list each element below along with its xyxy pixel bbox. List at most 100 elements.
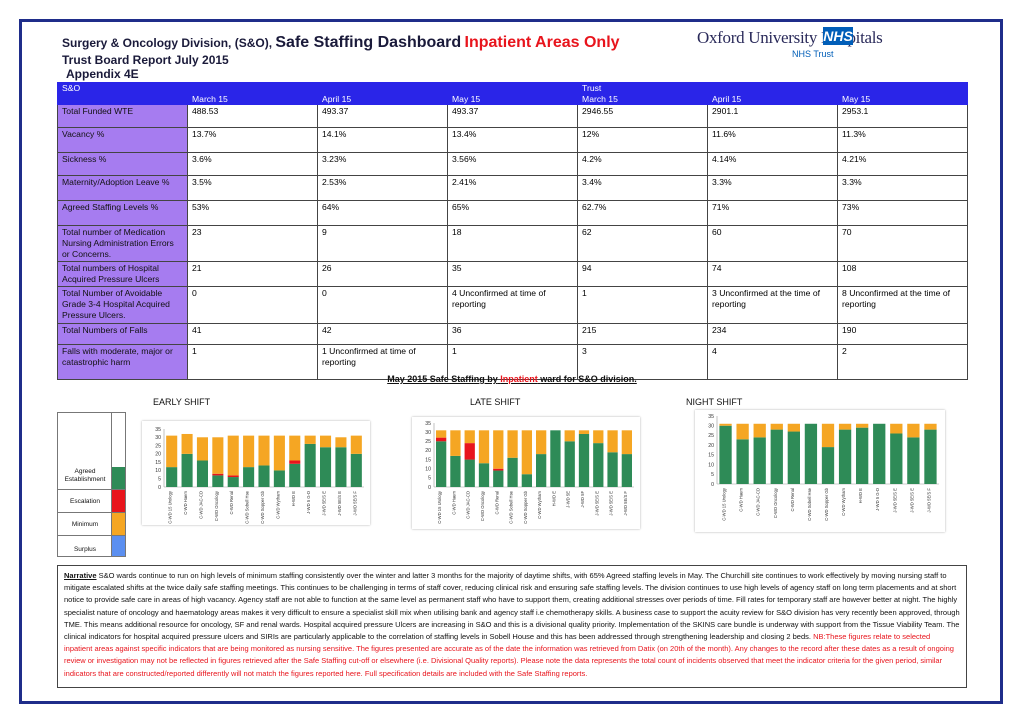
x-tick-label: C-WD Oncology [214, 490, 219, 521]
x-tick-label: C-WD Oncology [480, 490, 485, 521]
x-tick-label: J-WD 5E/S F [926, 488, 931, 513]
row-label: Maternity/Adoption Leave % [57, 175, 188, 201]
row-label: Agreed Staffing Levels % [57, 200, 188, 226]
empty-header-cell [57, 93, 188, 105]
table-cell: 488.53 [187, 104, 318, 128]
report-title: Trust Board Report July 2015 [62, 53, 229, 67]
x-tick-label: C-WD Renal [494, 491, 499, 515]
table-cell: 493.37 [317, 104, 448, 128]
page-title: Surgery & Oncology Division, (S&O), Safe… [62, 34, 620, 52]
bar-minimum [335, 437, 347, 448]
x-tick-label: C-WD Renal [229, 491, 234, 515]
table-cell: 2.41% [446, 175, 579, 201]
title-prefix: Surgery & Oncology Division, (S&O), [62, 36, 273, 50]
early-shift-chart: 0 5 10 15 20 25 30 35 C-WD 15 Urology C-WD Haem C-… [142, 421, 370, 525]
y-tick-label: 0 [711, 482, 714, 488]
month-header: March 15 [577, 93, 709, 105]
table-cell: 73% [837, 200, 969, 226]
subtitle-red: Inpatient [500, 374, 538, 384]
y-tick-label: 30 [425, 430, 431, 436]
y-tick-label: 15 [708, 453, 714, 459]
metrics-table: S&O Trust March 15 April 15 May 15 March 15 Ap… [56, 82, 969, 380]
bar-minimum [536, 430, 547, 455]
bar-agreed-establishment [924, 429, 937, 484]
x-tick-label: C-WD Sobell Hse [509, 490, 514, 523]
legend-minimum-swatch [111, 513, 125, 535]
table-cell: 3.5% [187, 175, 318, 201]
table-cell: 60 [707, 225, 839, 262]
bar-minimum [521, 430, 532, 475]
bar-minimum [273, 435, 285, 471]
late-shift-label: LATE SHIFT [470, 397, 521, 407]
bar-agreed-establishment [890, 433, 903, 484]
table-row: Total numbers of Hospital Acquired Press… [57, 261, 969, 287]
x-tick-label: J-WD 5 G-D [306, 491, 311, 514]
table-cell: 11.6% [707, 127, 839, 153]
early-shift-label: EARLY SHIFT [153, 397, 211, 407]
table-cell: 71% [707, 200, 839, 226]
table-cell: 0 [187, 286, 318, 324]
x-tick-label: C-WD JAC-CD [756, 488, 761, 516]
bar-agreed-establishment [181, 453, 193, 487]
bar-agreed-establishment [873, 423, 886, 484]
bar-minimum [753, 423, 766, 438]
table-cell: 53% [187, 200, 318, 226]
table-cell: 3.56% [446, 152, 579, 176]
table-cell: 3.4% [577, 175, 709, 201]
y-tick-label: 35 [425, 421, 431, 427]
table-row: Total Funded WTE 488.53 493.37 493.37 2946.5… [57, 104, 969, 128]
y-tick-label: 30 [708, 424, 714, 430]
bar-agreed-establishment [243, 467, 255, 487]
table-row: Total Numbers of Falls 41 42 36 215 234 190 [57, 323, 969, 345]
bar-agreed-establishment [907, 437, 920, 484]
logo-name: Oxford University Hospitals [697, 28, 883, 47]
table-cell: 4.21% [837, 152, 969, 176]
late-shift-chart: 0 5 10 15 20 25 30 35 C-WD 15 Urology C-WD Haem C-… [412, 417, 640, 529]
x-tick-label: C-WD Wytham [537, 491, 542, 519]
bar-agreed-establishment [856, 427, 869, 484]
table-row: Maternity/Adoption Leave % 3.5% 2.53% 2.41%… [57, 175, 969, 201]
table-cell: 70 [837, 225, 969, 262]
x-tick-label: C-WD 15 Urology [437, 490, 442, 524]
x-tick-label: J-WD 5E [566, 491, 571, 508]
bar-agreed-establishment [507, 457, 518, 487]
x-tick-label: C-WD Haem [183, 490, 188, 514]
table-cell: 3 Unconfirmed at the time of reporting [707, 286, 839, 324]
table-cell: 74 [707, 261, 839, 287]
x-tick-label: J-WD 5F [580, 491, 585, 508]
y-tick-label: 0 [428, 485, 431, 491]
narrative-text: S&O wards continue to run on high levels… [64, 571, 960, 642]
bar-agreed-establishment [227, 477, 239, 487]
table-cell: 13.4% [446, 127, 579, 153]
table-cell: 64% [317, 200, 448, 226]
row-label: Total Number of Avoidable Grade 3-4 Hosp… [57, 286, 188, 324]
table-cell: 26 [317, 261, 448, 287]
bar-minimum [289, 435, 301, 461]
month-header: April 15 [707, 93, 839, 105]
bar-agreed-establishment [196, 460, 208, 487]
bar-agreed-establishment [350, 453, 362, 487]
bar-minimum [320, 435, 332, 448]
bar-agreed-establishment [736, 439, 749, 484]
y-tick-label: 5 [711, 472, 714, 478]
table-cell: 234 [707, 323, 839, 345]
table-cell: 1 [187, 344, 318, 380]
early-shift-chart-svg: 0 5 10 15 20 25 30 35 C-WD 15 Urology C-WD Haem C-… [155, 427, 364, 524]
x-tick-label: C-WD JAC-CD [198, 491, 203, 519]
bar-agreed-establishment [578, 433, 590, 487]
table-cell: 2 [837, 344, 969, 380]
bar-minimum [564, 430, 575, 442]
night-shift-chart: 0 5 10 15 20 25 30 35 C-WD 15 Urology C-WD Haem C-… [695, 410, 945, 532]
table-cell: 23 [187, 225, 318, 262]
bar-minimum [838, 423, 852, 430]
late-shift-chart-svg: 0 5 10 15 20 25 30 35 C-WD 15 Urology C-WD Haem C-… [425, 421, 634, 524]
y-tick-label: 25 [155, 443, 161, 449]
bar-minimum [258, 435, 270, 466]
x-tick-label: H-WD E [551, 491, 556, 507]
bar-escalation [227, 475, 239, 478]
table-cell: 2901.1 [707, 104, 839, 128]
table-cell: 18 [446, 225, 579, 262]
table-cell: 65% [446, 200, 579, 226]
table-cell: 190 [837, 323, 969, 345]
table-cell: 35 [446, 261, 579, 287]
